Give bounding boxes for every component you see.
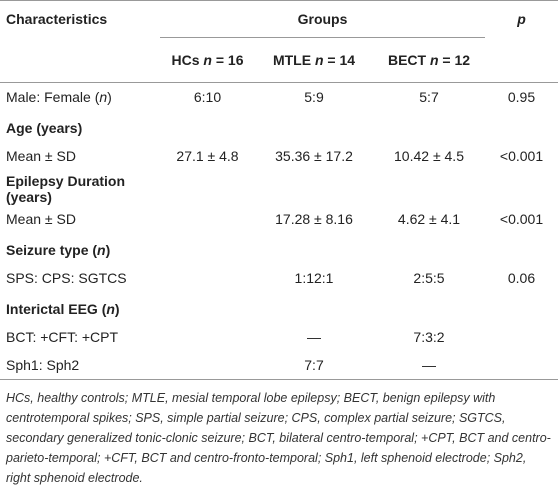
header-cell: Characteristics (6, 11, 108, 28)
data-row: SPS: CPS: SGTCS 1:12:1 2:5:5 0.06 (0, 264, 558, 292)
header-row: Characteristics Groups p (0, 0, 558, 38)
section-row: Age (years) (0, 111, 558, 142)
header-row: HCs n = 16 MTLE n = 14 BECT n = 12 (0, 37, 558, 83)
text-segment: BCT: +CFT: +CPT (6, 329, 119, 345)
cell: — (373, 351, 485, 380)
text-segment: ) (107, 89, 112, 105)
cell: 17.28 ± 8.16 (275, 211, 353, 227)
row-label: Mean ± SD (0, 205, 160, 233)
cell: 7:7 (255, 351, 373, 380)
empty-cell (485, 351, 558, 380)
text-segment: Epilepsy Duration (years) (6, 173, 126, 205)
empty-cell (160, 323, 255, 351)
data-row: Male: Female (n) 6:10 5:9 5:7 0.95 (0, 83, 558, 112)
section-label: Age (years) (0, 111, 160, 142)
header-cell (0, 37, 160, 83)
empty-cell (160, 264, 255, 292)
cell: — (307, 329, 321, 345)
empty-cell (160, 292, 558, 323)
section-row: Seizure type (n) (0, 233, 558, 264)
cell: 0.95 (507, 89, 536, 105)
header-cell: BECT n = 12 (373, 37, 485, 83)
text-segment: Seizure type ( (6, 242, 98, 258)
text-segment: Male: Female ( (6, 89, 100, 105)
footnote: HCs, healthy controls; MTLE, mesial temp… (6, 391, 551, 485)
cell: 4.62 ± 4.1 (397, 211, 461, 227)
row-label: BCT: +CFT: +CPT (0, 323, 160, 351)
text-segment: n (203, 52, 212, 68)
empty-cell (485, 323, 558, 351)
header-cell: Groups (160, 0, 485, 38)
text-segment: Age (years) (6, 120, 83, 136)
row-label: Male: Female (n) (0, 83, 160, 112)
section-row: Epilepsy Duration (years) (0, 170, 558, 205)
empty-cell (160, 111, 558, 142)
header-cell: HCs n = 16 (160, 37, 255, 83)
text-segment: Mean ± SD (6, 211, 76, 227)
cell: 5:9 (304, 89, 324, 105)
data-row: Sph1: Sph2 7:7— (0, 351, 558, 380)
empty-cell (160, 351, 255, 380)
data-row: BCT: +CFT: +CPT — 7:3:2 (0, 323, 558, 351)
header-cell (485, 37, 558, 83)
cell: 6:10 (193, 89, 222, 105)
text-segment: = 12 (438, 52, 471, 68)
text-segment: n (99, 89, 108, 105)
data-row: Mean ± SD 17.28 ± 8.16 4.62 ± 4.1 <0.001 (0, 205, 558, 233)
empty-cell (160, 205, 255, 233)
text-segment: Sph1: Sph2 (6, 357, 80, 373)
cell: <0.001 (499, 148, 544, 164)
data-table: Characteristics Groups p HCs n = 16 MTLE … (0, 0, 558, 380)
header-cell: MTLE n = 14 (255, 37, 373, 83)
text-segment: ) (105, 242, 111, 258)
cell: 5:7 (419, 89, 439, 105)
cell: <0.001 (499, 211, 544, 227)
cell: 10.42 ± 4.5 (394, 148, 464, 164)
text-segment: = 16 (211, 52, 244, 68)
text-segment: Mean ± SD (6, 148, 76, 164)
cell: 27.1 ± 4.8 (176, 148, 239, 164)
empty-cell (160, 170, 558, 205)
header-cell: p (517, 11, 526, 28)
row-label: Sph1: Sph2 (0, 351, 160, 380)
text-segment: SPS: CPS: SGTCS (6, 270, 127, 286)
text-segment: = 14 (323, 52, 356, 68)
cell: 7:3:2 (413, 329, 445, 345)
cell: 35.36 ± 17.2 (275, 148, 353, 164)
text-segment: n (429, 52, 439, 68)
table-body: Male: Female (n) 6:10 5:9 5:7 0.95 Age (years… (0, 83, 558, 380)
text-segment: n (97, 242, 106, 258)
section-label: Interictal EEG (n) (0, 292, 160, 323)
cell: 2:5:5 (413, 270, 445, 286)
text-segment: n (106, 301, 115, 317)
empty-cell (160, 233, 558, 264)
text-segment: n (314, 52, 324, 68)
row-label: Mean ± SD (0, 142, 160, 170)
section-row: Interictal EEG (n) (0, 292, 558, 323)
text-segment: ) (114, 301, 120, 317)
cell: 0.06 (507, 270, 536, 286)
section-label: Seizure type (n) (0, 233, 160, 264)
text-segment: MTLE (272, 52, 315, 68)
text-segment: HCs (171, 52, 204, 68)
text-segment: BECT (387, 52, 430, 68)
data-row: Mean ± SD 27.1 ± 4.8 35.36 ± 17.2 10.42 ± 4… (0, 142, 558, 170)
cell: 1:12:1 (294, 270, 334, 286)
text-segment: Interictal EEG ( (6, 301, 107, 317)
section-label: Epilepsy Duration (years) (0, 170, 160, 205)
row-label: SPS: CPS: SGTCS (0, 264, 160, 292)
